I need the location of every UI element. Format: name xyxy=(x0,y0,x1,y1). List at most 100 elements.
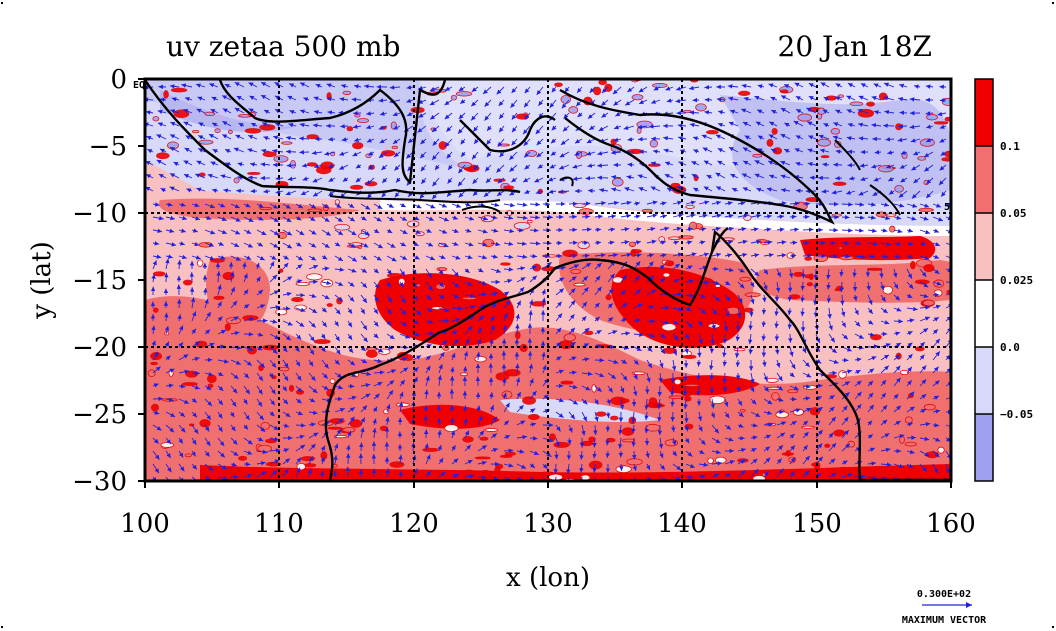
contour-speckle xyxy=(474,456,491,460)
contour-speckle xyxy=(342,427,356,433)
wind-vector xyxy=(551,86,557,93)
contour-speckle xyxy=(402,354,414,362)
contour-speckle xyxy=(522,396,536,405)
wind-vector xyxy=(793,120,804,127)
wind-vector xyxy=(893,319,904,324)
wind-vector xyxy=(586,138,596,144)
wind-vector xyxy=(913,84,921,89)
wind-vector xyxy=(432,138,440,146)
contour-speckle xyxy=(904,416,913,424)
contour-speckle xyxy=(584,330,594,336)
contour-speckle xyxy=(278,366,290,372)
wind-vector xyxy=(677,123,687,128)
contour-speckle xyxy=(706,130,719,135)
contour-speckle xyxy=(591,384,597,393)
wind-vector xyxy=(185,135,193,140)
wind-vector xyxy=(498,125,505,133)
wind-vector xyxy=(313,109,323,115)
contour-speckle xyxy=(683,383,700,388)
contour-speckle xyxy=(334,223,351,231)
wind-vector xyxy=(340,84,349,89)
wind-vector xyxy=(389,85,401,90)
wind-vector xyxy=(459,99,466,105)
contour-speckle xyxy=(225,317,242,325)
contour-speckle xyxy=(495,372,510,381)
contour-speckle xyxy=(568,106,579,114)
contour-speckle xyxy=(455,91,473,97)
contour-speckle xyxy=(707,457,714,464)
contour-speckle xyxy=(484,428,499,432)
wind-vector xyxy=(299,109,310,114)
colorbar-swatch xyxy=(975,280,993,347)
contour-speckle xyxy=(515,331,521,340)
wind-vector xyxy=(288,122,297,128)
wind-vector xyxy=(757,84,765,89)
wind-vector xyxy=(794,82,804,88)
wind-vector xyxy=(417,125,427,133)
wind-vector xyxy=(313,96,323,101)
wind-vector xyxy=(735,359,741,367)
plot-time: 20 Jan 18Z xyxy=(778,30,932,63)
contour-speckle xyxy=(150,361,158,366)
contour-speckle xyxy=(493,178,506,182)
wind-vector xyxy=(497,138,505,147)
wind-vector xyxy=(637,124,648,130)
contour-speckle xyxy=(621,427,635,436)
contour-speckle xyxy=(188,423,195,427)
wind-vector xyxy=(613,99,622,106)
contour-speckle xyxy=(316,165,332,175)
wind-vector xyxy=(511,125,518,133)
wind-vector xyxy=(378,125,388,130)
wind-vector xyxy=(538,99,544,107)
wind-vector xyxy=(510,99,518,109)
wind-vector xyxy=(511,112,518,120)
contour-speckle xyxy=(889,225,896,233)
wind-vector xyxy=(780,95,791,101)
contour-speckle xyxy=(262,151,277,158)
wind-vector xyxy=(211,122,219,127)
wind-vector xyxy=(496,86,505,95)
wind-vector xyxy=(484,112,492,121)
colorbar-label: 0.025 xyxy=(1000,274,1033,287)
wind-vector xyxy=(248,134,258,140)
wind-vector xyxy=(743,96,752,102)
wind-vector xyxy=(248,108,258,114)
wind-vector xyxy=(486,138,492,145)
colorbar: 0.1 0.05 0.025 0.0 −0.05 xyxy=(974,78,1033,482)
contour-speckle xyxy=(752,153,763,158)
wind-vector xyxy=(511,138,518,146)
wind-vector xyxy=(197,96,206,101)
edge-label: 5 xyxy=(944,202,950,213)
contour-speckle xyxy=(281,141,293,145)
contour-speckle xyxy=(738,90,751,96)
contour-speckle xyxy=(306,273,323,281)
wind-vector xyxy=(563,112,570,119)
wind-vector xyxy=(627,86,635,93)
wind-vector xyxy=(181,83,193,88)
wind-vector xyxy=(722,385,728,393)
contour-speckle xyxy=(661,323,677,332)
wind-vector xyxy=(899,110,908,116)
wind-vector xyxy=(925,111,934,116)
contour-speckle xyxy=(259,206,273,210)
wind-vector xyxy=(873,110,882,115)
contour-speckle xyxy=(352,142,364,150)
wind-vector xyxy=(847,149,856,155)
contour-speckle xyxy=(152,271,166,277)
contour-speckle xyxy=(501,390,513,399)
contour-speckle xyxy=(152,307,159,313)
contour-speckle xyxy=(461,469,477,476)
wind-vector xyxy=(835,109,843,114)
wind-vector xyxy=(787,320,792,330)
contour-speckle xyxy=(611,177,624,187)
contour-speckle xyxy=(937,446,945,454)
contour-speckle xyxy=(163,90,169,99)
contour-speckle xyxy=(354,113,361,118)
contour-speckle xyxy=(808,273,814,281)
contour-speckle xyxy=(744,307,754,313)
wind-vector xyxy=(429,99,440,106)
wind-vector xyxy=(535,125,544,135)
wind-vector xyxy=(802,253,812,258)
wind-vector xyxy=(353,137,362,142)
contour-speckle xyxy=(391,145,399,150)
